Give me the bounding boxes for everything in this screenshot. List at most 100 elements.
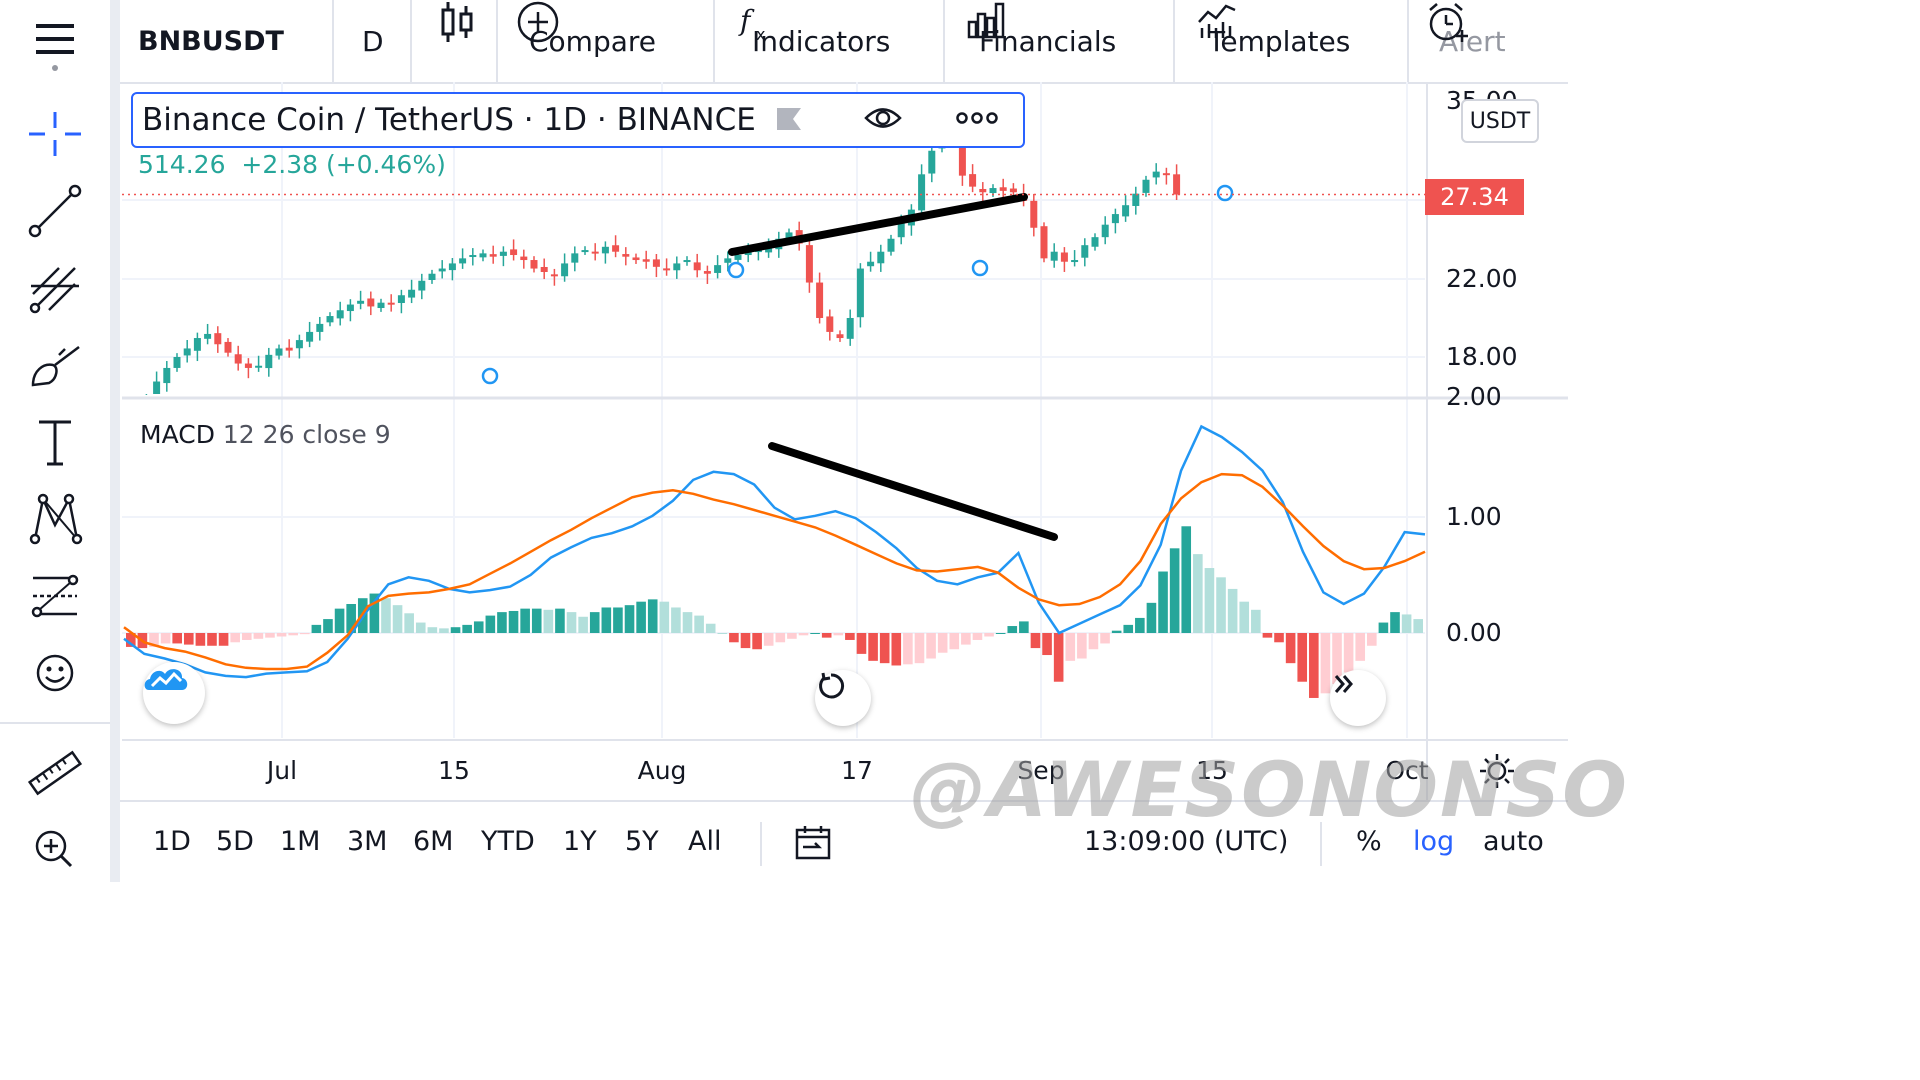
utc-clock[interactable]: 13:09:00 (UTC) <box>1084 826 1289 857</box>
indicators-button[interactable]: f x Indicators <box>738 0 890 82</box>
more-icon[interactable] <box>955 110 999 126</box>
range-6m[interactable]: 6M <box>413 826 454 857</box>
macd-legend[interactable]: MACD 12 26 close 9 <box>140 420 391 449</box>
candle-body <box>816 282 824 318</box>
prediction-tool[interactable] <box>25 566 85 626</box>
flag-icon[interactable] <box>775 106 803 132</box>
fib-tool[interactable] <box>25 258 85 318</box>
crosshair-tool[interactable] <box>25 104 85 164</box>
candle-body <box>275 348 283 356</box>
price-quote: 514.26 +2.38 (+0.46%) <box>138 150 446 179</box>
histogram-bar <box>555 608 565 633</box>
calendar-goto-icon[interactable] <box>793 824 833 862</box>
histogram-bar <box>1285 633 1296 664</box>
tradingview-logo-button[interactable] <box>143 662 205 724</box>
histogram-bar <box>879 633 890 664</box>
hamburger-icon <box>36 24 74 71</box>
emoji-icon[interactable] <box>25 643 85 703</box>
histogram-bar <box>207 633 217 646</box>
candle-body <box>550 274 558 277</box>
histogram-bar <box>1030 633 1041 649</box>
histogram-bar <box>1320 633 1331 694</box>
range-5y[interactable]: 5Y <box>625 826 659 857</box>
range-1d[interactable]: 1D <box>153 826 191 857</box>
compare-button[interactable]: Compare <box>516 0 656 82</box>
menu-button[interactable] <box>28 0 83 82</box>
reset-chart-button[interactable] <box>815 670 871 726</box>
macd-line <box>123 424 1426 679</box>
histogram-bar <box>1065 633 1076 661</box>
histogram-bar <box>392 605 403 633</box>
histogram-bar <box>1019 621 1029 633</box>
histogram-bar <box>485 615 496 633</box>
candle-body <box>652 259 660 267</box>
cloud-chart-icon <box>144 669 188 690</box>
histogram-bar <box>613 607 623 633</box>
candle-body <box>918 174 926 211</box>
candle-body <box>1101 224 1109 238</box>
current-price-tag: 27.34 <box>1425 179 1524 215</box>
macd-name: MACD <box>140 420 215 449</box>
histogram-bar <box>810 633 820 634</box>
candle-body <box>989 188 997 194</box>
symbol-legend[interactable]: Binance Coin / TetherUS · 1D · BINANCE <box>131 92 1025 148</box>
histogram-bar <box>961 633 971 645</box>
time-tick: 15 <box>438 756 470 785</box>
histogram-bar <box>1355 633 1366 661</box>
candle-body <box>479 253 487 258</box>
range-all[interactable]: All <box>688 826 722 857</box>
candle-body <box>510 249 518 256</box>
event-marker <box>1216 184 1234 202</box>
text-tool[interactable] <box>25 412 85 472</box>
range-3m[interactable]: 3M <box>347 826 388 857</box>
zoom-in-icon[interactable] <box>25 820 85 880</box>
histogram-bar <box>914 633 925 664</box>
time-tick: Oct <box>1385 756 1429 785</box>
eye-icon[interactable] <box>863 103 903 133</box>
scroll-to-latest-button[interactable] <box>1330 670 1386 726</box>
trendline-tool[interactable] <box>25 181 85 241</box>
currency-unit-button[interactable]: USDT <box>1461 99 1539 143</box>
event-marker <box>481 367 499 385</box>
histogram-bar <box>787 633 797 639</box>
settings-gear-icon[interactable] <box>1478 752 1516 790</box>
range-ytd[interactable]: YTD <box>481 826 535 857</box>
candle-body <box>336 310 344 319</box>
range-1m[interactable]: 1M <box>280 826 321 857</box>
financials-button[interactable]: Financials <box>966 0 1116 82</box>
templates-icon <box>1198 4 1236 38</box>
range-5d[interactable]: 5D <box>216 826 254 857</box>
candle-body <box>244 363 252 368</box>
histogram-bar <box>543 609 554 633</box>
histogram-bar <box>647 599 658 633</box>
candle-body <box>734 255 742 260</box>
log-scale-toggle[interactable]: log <box>1413 826 1455 857</box>
histogram-bar <box>160 633 171 644</box>
percent-scale-toggle[interactable]: % <box>1356 826 1382 857</box>
alert-button[interactable]: Alert <box>1426 0 1506 82</box>
candle-body <box>958 138 966 176</box>
candle-body <box>1050 251 1058 261</box>
pattern-tool[interactable] <box>25 489 85 549</box>
candle-body <box>193 338 201 351</box>
templates-button[interactable]: Templates <box>1196 0 1350 82</box>
symbol-search-button[interactable]: BNBUSDT <box>138 0 284 82</box>
candle-body <box>1071 260 1079 263</box>
histogram-bar <box>1309 633 1319 698</box>
histogram-bar <box>381 598 391 633</box>
histogram-bar <box>949 633 960 650</box>
auto-scale-toggle[interactable]: auto <box>1483 826 1544 857</box>
histogram-bar <box>1100 633 1110 644</box>
ruler-icon[interactable] <box>25 744 85 804</box>
histogram-bar <box>439 628 449 633</box>
histogram-bar <box>659 601 670 633</box>
time-tick: 15 <box>1196 756 1228 785</box>
histogram-bar <box>1123 624 1134 633</box>
brush-tool[interactable] <box>25 335 85 395</box>
candle-body <box>581 250 589 253</box>
event-marker <box>971 259 989 277</box>
histogram-bar <box>1042 633 1052 656</box>
histogram-bar <box>972 633 983 640</box>
interval-button[interactable]: D <box>362 0 384 82</box>
range-1y[interactable]: 1Y <box>563 826 597 857</box>
